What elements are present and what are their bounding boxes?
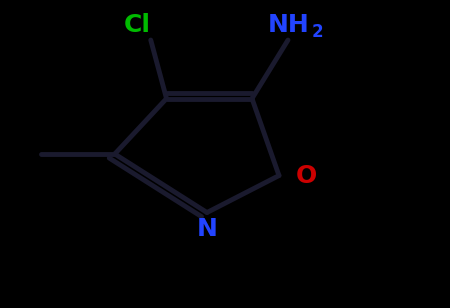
Text: Cl: Cl (124, 13, 151, 37)
Text: NH: NH (268, 13, 310, 37)
Text: N: N (197, 217, 217, 241)
Text: 2: 2 (312, 23, 324, 41)
Text: O: O (295, 164, 317, 188)
